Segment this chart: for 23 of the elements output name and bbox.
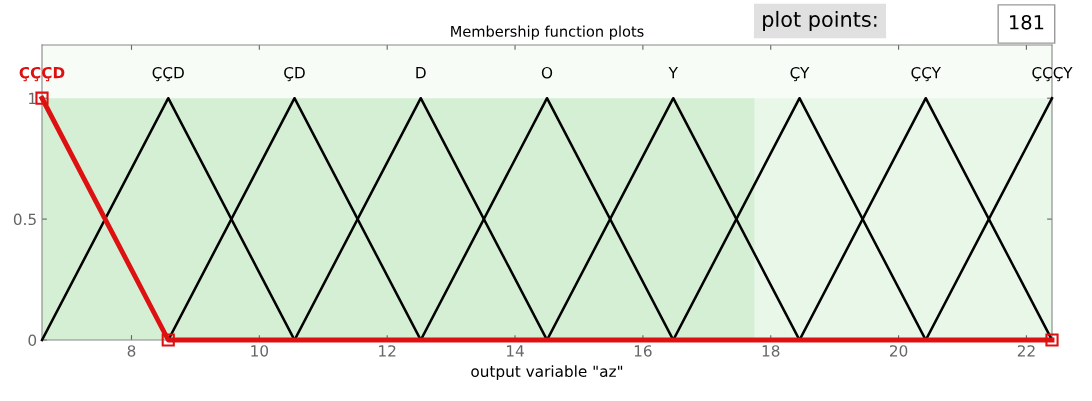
series-label: D (416, 67, 426, 79)
x-tick-label: 10 (251, 345, 269, 357)
chart-title: Membership function plots (451, 25, 644, 40)
x-tick-label: 20 (889, 345, 908, 357)
text: 181 (1010, 14, 1044, 30)
y-tick-label: 0 (28, 334, 37, 347)
text: plot points: (763, 10, 877, 32)
series-label: ÇÇÇD (19, 66, 65, 82)
x-tick-label: 22 (1017, 345, 1035, 357)
series-label: ÇY (790, 66, 810, 82)
series-label: ÇÇÇY (1032, 66, 1073, 82)
x-tick-label: 14 (507, 345, 524, 357)
series-label: ÇÇD (152, 66, 184, 82)
x-axis-title: output variable "az" (471, 365, 623, 380)
series-label: O (541, 66, 553, 79)
series-label: Y (668, 67, 678, 79)
x-tick-label: 8 (127, 345, 136, 357)
series-label: ÇD (284, 66, 305, 82)
series-label: ÇÇY (911, 66, 941, 82)
y-tick-label: 0.5 (13, 213, 36, 226)
x-tick-label: 18 (762, 345, 780, 357)
x-tick-label: 16 (634, 345, 652, 357)
x-tick-label: 12 (379, 345, 396, 357)
